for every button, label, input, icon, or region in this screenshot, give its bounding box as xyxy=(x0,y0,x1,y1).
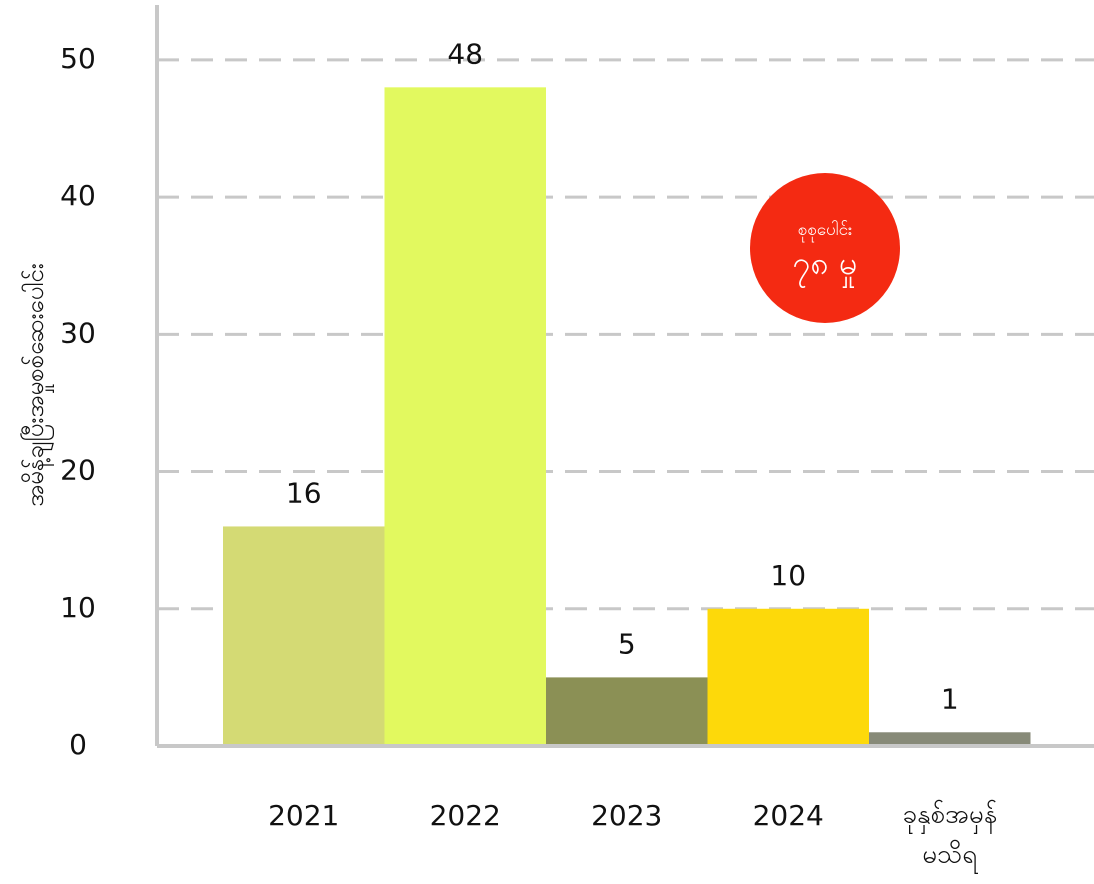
x-tick-label: 2021 xyxy=(268,799,339,832)
badge-label: စုစုပေါင်း xyxy=(798,219,853,243)
value-label: 48 xyxy=(447,37,483,70)
bar xyxy=(707,608,869,746)
value-label: 1 xyxy=(941,682,959,715)
bar xyxy=(223,526,385,746)
y-tick-label: 10 xyxy=(60,591,96,624)
y-tick-label: 40 xyxy=(60,179,96,212)
x-tick-label: 2022 xyxy=(430,799,501,832)
y-tick-label: 30 xyxy=(60,316,96,349)
bar xyxy=(384,87,546,747)
value-label: 10 xyxy=(770,559,806,592)
value-label: 16 xyxy=(286,476,322,509)
total-badge xyxy=(750,173,900,323)
y-tick-label: 0 xyxy=(69,728,87,761)
x-tick-label: ခုနှစ်အမှန် xyxy=(902,799,997,835)
y-tick-label: 20 xyxy=(60,454,96,487)
bar xyxy=(546,677,708,746)
badge-text: ၇၈ မှု xyxy=(793,244,858,288)
x-tick-label: မသိရ xyxy=(922,839,979,875)
y-tick-label: 50 xyxy=(60,42,96,75)
x-tick-label: 2023 xyxy=(591,799,662,832)
x-tick-label: 2024 xyxy=(753,799,824,832)
y-axis-label: အမိန့်ချပြီးအမှုစစ်ဆေးပေါင်း xyxy=(19,263,54,507)
bar xyxy=(869,732,1031,746)
value-label: 5 xyxy=(618,627,636,660)
